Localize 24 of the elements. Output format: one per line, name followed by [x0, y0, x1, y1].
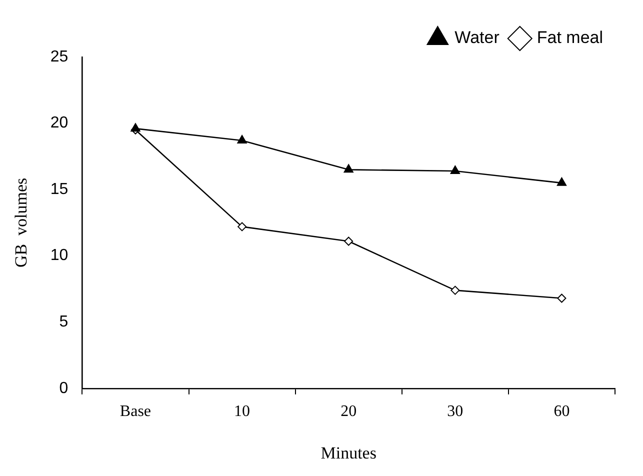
point	[450, 166, 460, 174]
y-tick-label: 10	[50, 247, 68, 264]
point	[237, 135, 247, 144]
y-tick-label: 25	[50, 48, 68, 66]
y-axis-title: GB volumes	[12, 178, 31, 268]
point	[130, 123, 140, 132]
point	[450, 286, 460, 295]
x-tick-label: 20	[340, 403, 357, 420]
x-tick-label: 60	[554, 403, 570, 420]
legend-label: Fat meal	[536, 28, 604, 48]
y-tick-label: 20	[50, 114, 68, 132]
x-tick-label: 10	[234, 403, 250, 420]
x-tick-label: Base	[120, 403, 152, 420]
point	[344, 236, 354, 246]
legend-label: Water	[454, 28, 500, 48]
y-tick-label: 0	[59, 380, 68, 397]
x-axis-title: Minutes	[320, 443, 376, 462]
y-tick-label: 15	[50, 180, 68, 198]
y-tick-label: 5	[59, 314, 68, 331]
x-tick-label: 30	[447, 403, 464, 420]
point	[556, 177, 567, 186]
point	[344, 164, 354, 173]
point	[238, 222, 247, 232]
point	[557, 294, 566, 303]
